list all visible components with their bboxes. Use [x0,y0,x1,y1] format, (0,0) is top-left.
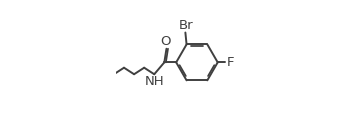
Text: NH: NH [145,75,164,88]
Text: Br: Br [178,19,193,32]
Text: F: F [226,56,234,69]
Text: O: O [160,35,171,48]
